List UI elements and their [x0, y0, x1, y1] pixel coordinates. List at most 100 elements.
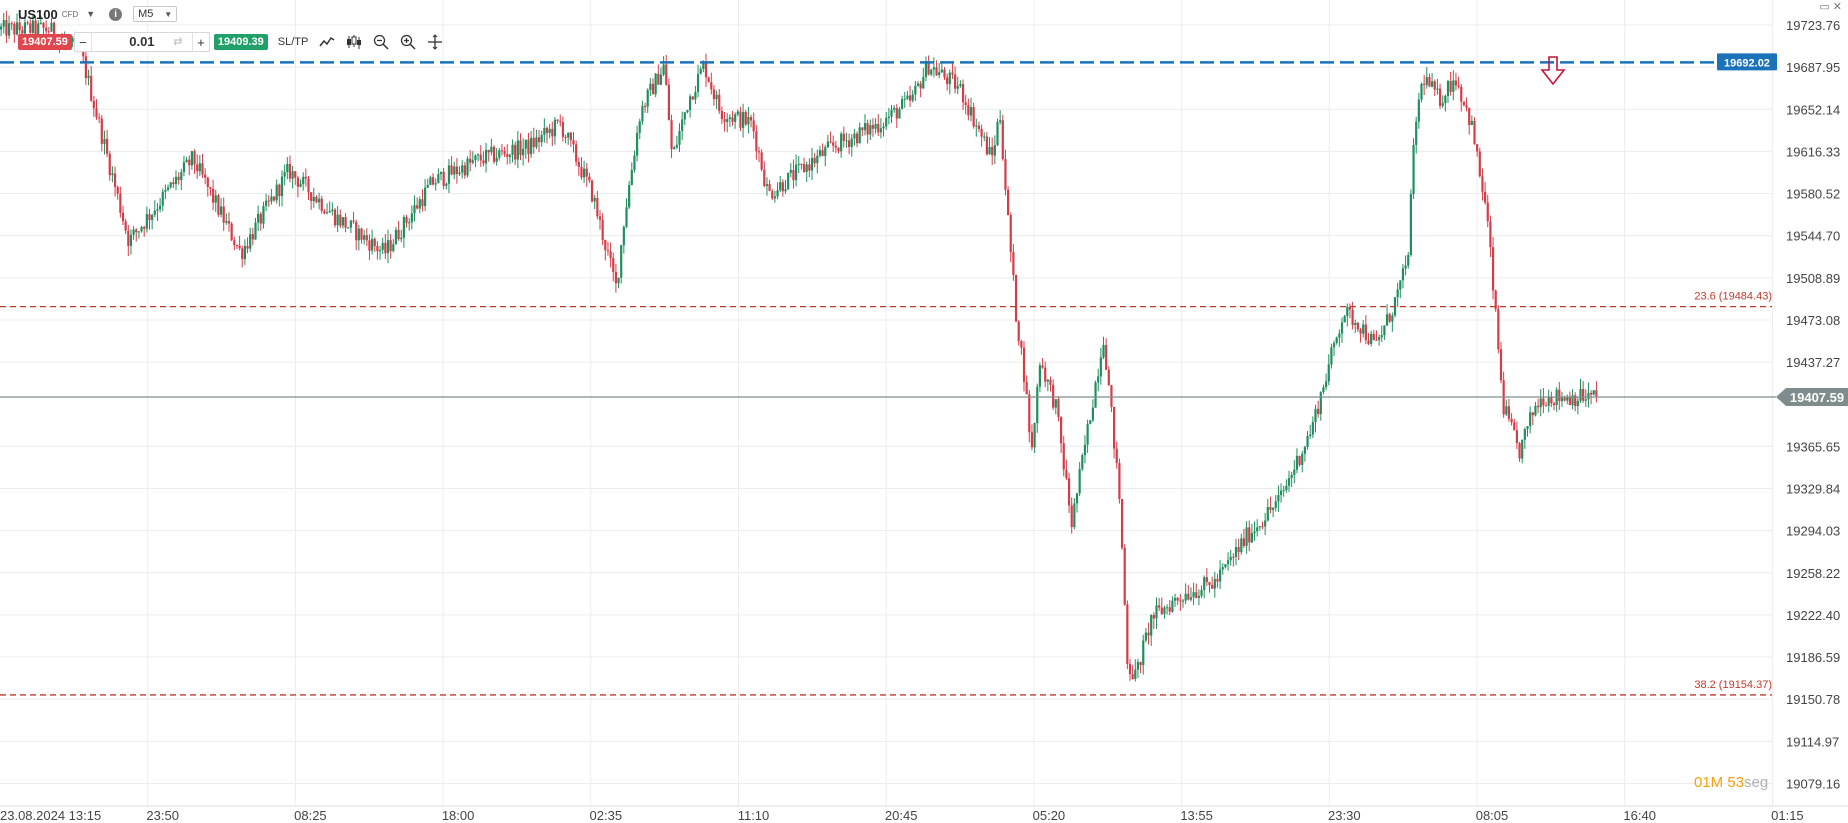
zoom-in-icon[interactable] — [400, 34, 416, 50]
candle-body — [344, 217, 347, 228]
candle-body — [1298, 455, 1301, 465]
candlestick-icon[interactable] — [346, 34, 362, 50]
candle-body — [1240, 538, 1243, 553]
candle-body — [999, 120, 1002, 123]
candle-body — [1131, 674, 1134, 679]
candle-body — [877, 123, 880, 133]
candle-body — [113, 173, 117, 187]
sell-price-button[interactable]: 19407.59 — [18, 34, 72, 50]
candle-body — [1158, 605, 1161, 608]
zoom-out-icon[interactable] — [373, 34, 389, 50]
close-icon[interactable]: ✕ — [1832, 1, 1842, 13]
candle-body — [1269, 507, 1272, 510]
candle-body — [204, 174, 207, 178]
candle-body — [922, 77, 925, 89]
candle-body — [1380, 335, 1383, 338]
candle-body — [164, 189, 167, 192]
candle-body — [217, 195, 220, 215]
swap-icon[interactable]: ⇄ — [173, 36, 183, 48]
candle-body — [1529, 412, 1532, 427]
candle-body — [760, 152, 763, 170]
line-chart-icon[interactable] — [319, 34, 335, 50]
down-arrow-icon — [1540, 56, 1566, 86]
candle-body — [787, 172, 790, 190]
candle-body — [1441, 103, 1444, 106]
info-icon[interactable]: i — [109, 7, 123, 21]
candle-body — [821, 150, 824, 157]
candle-body — [495, 157, 498, 162]
candle-body — [1142, 640, 1145, 666]
minimize-icon[interactable]: ▭ — [1819, 1, 1830, 13]
candle-body — [657, 73, 660, 85]
candle-body — [704, 62, 708, 78]
quantity-value: 0.01 — [129, 34, 155, 49]
candle-body — [1173, 597, 1177, 601]
candle-body — [853, 133, 856, 139]
quantity-stepper[interactable]: − 0.01 ⇄ + — [73, 32, 210, 52]
candle-body — [7, 23, 11, 36]
candle-body — [469, 158, 472, 163]
candle-body — [288, 163, 292, 179]
candle-body — [818, 150, 822, 156]
candle-body — [1359, 329, 1362, 334]
candle-body — [1083, 444, 1087, 456]
candle-body — [667, 84, 670, 121]
candle-body — [246, 245, 249, 249]
candle-body — [1481, 176, 1484, 192]
decrease-quantity-button[interactable]: − — [79, 34, 87, 50]
candle-body — [111, 173, 114, 176]
candle-body — [1592, 390, 1595, 395]
candle-body — [691, 96, 694, 100]
candle-body — [421, 199, 424, 207]
candle-body — [1449, 81, 1452, 92]
candle-body — [1489, 221, 1492, 248]
chevron-down-icon[interactable]: ▼ — [86, 9, 96, 19]
increase-quantity-button[interactable]: + — [197, 34, 205, 50]
candle-body — [1017, 321, 1020, 342]
symbol-label[interactable]: US100 — [18, 6, 58, 22]
candle-body — [1507, 406, 1511, 419]
candle-body — [1544, 405, 1548, 407]
candle-body — [1044, 367, 1047, 382]
candle-body — [201, 163, 204, 175]
candle-body — [773, 196, 776, 199]
candle-body — [243, 245, 246, 260]
quantity-input[interactable]: 0.01 ⇄ — [90, 33, 193, 51]
candle-body — [304, 176, 307, 179]
candle-body — [1123, 547, 1126, 605]
candle-body — [1229, 556, 1232, 561]
price-tick-label: 19365.65 — [1786, 439, 1840, 454]
sltp-button[interactable]: SL/TP — [277, 36, 309, 48]
candle-body — [357, 228, 360, 241]
candle-body — [707, 77, 710, 83]
candle-body — [145, 214, 148, 229]
resistance-price-tag — [1717, 53, 1777, 71]
candle-body — [840, 133, 843, 152]
candle-body — [1584, 399, 1587, 401]
candle-body — [1128, 663, 1132, 675]
candle-body — [103, 138, 106, 144]
candle-body — [140, 227, 143, 232]
candle-body — [166, 187, 170, 190]
candle-body — [188, 159, 191, 166]
candle-body — [328, 211, 331, 213]
candle-body — [132, 229, 135, 235]
candle-body — [1171, 600, 1174, 612]
candle-body — [1022, 347, 1026, 382]
timeframe-select[interactable]: M5 ▼ — [133, 6, 178, 22]
candle-body — [628, 185, 631, 208]
candle-body — [233, 240, 236, 246]
price-tick-label: 19473.08 — [1786, 313, 1840, 328]
window-controls: ▭ ✕ — [1819, 0, 1842, 13]
candle-body — [254, 222, 257, 240]
candle-body — [511, 144, 514, 155]
candle-body — [543, 127, 546, 135]
candle-body — [808, 164, 811, 171]
candle-body — [151, 214, 154, 221]
crosshair-icon[interactable] — [427, 34, 443, 50]
candle-body — [723, 119, 726, 122]
candle-body — [813, 157, 816, 164]
buy-price-button[interactable]: 19409.39 — [213, 34, 268, 50]
candle-body — [1423, 83, 1426, 85]
